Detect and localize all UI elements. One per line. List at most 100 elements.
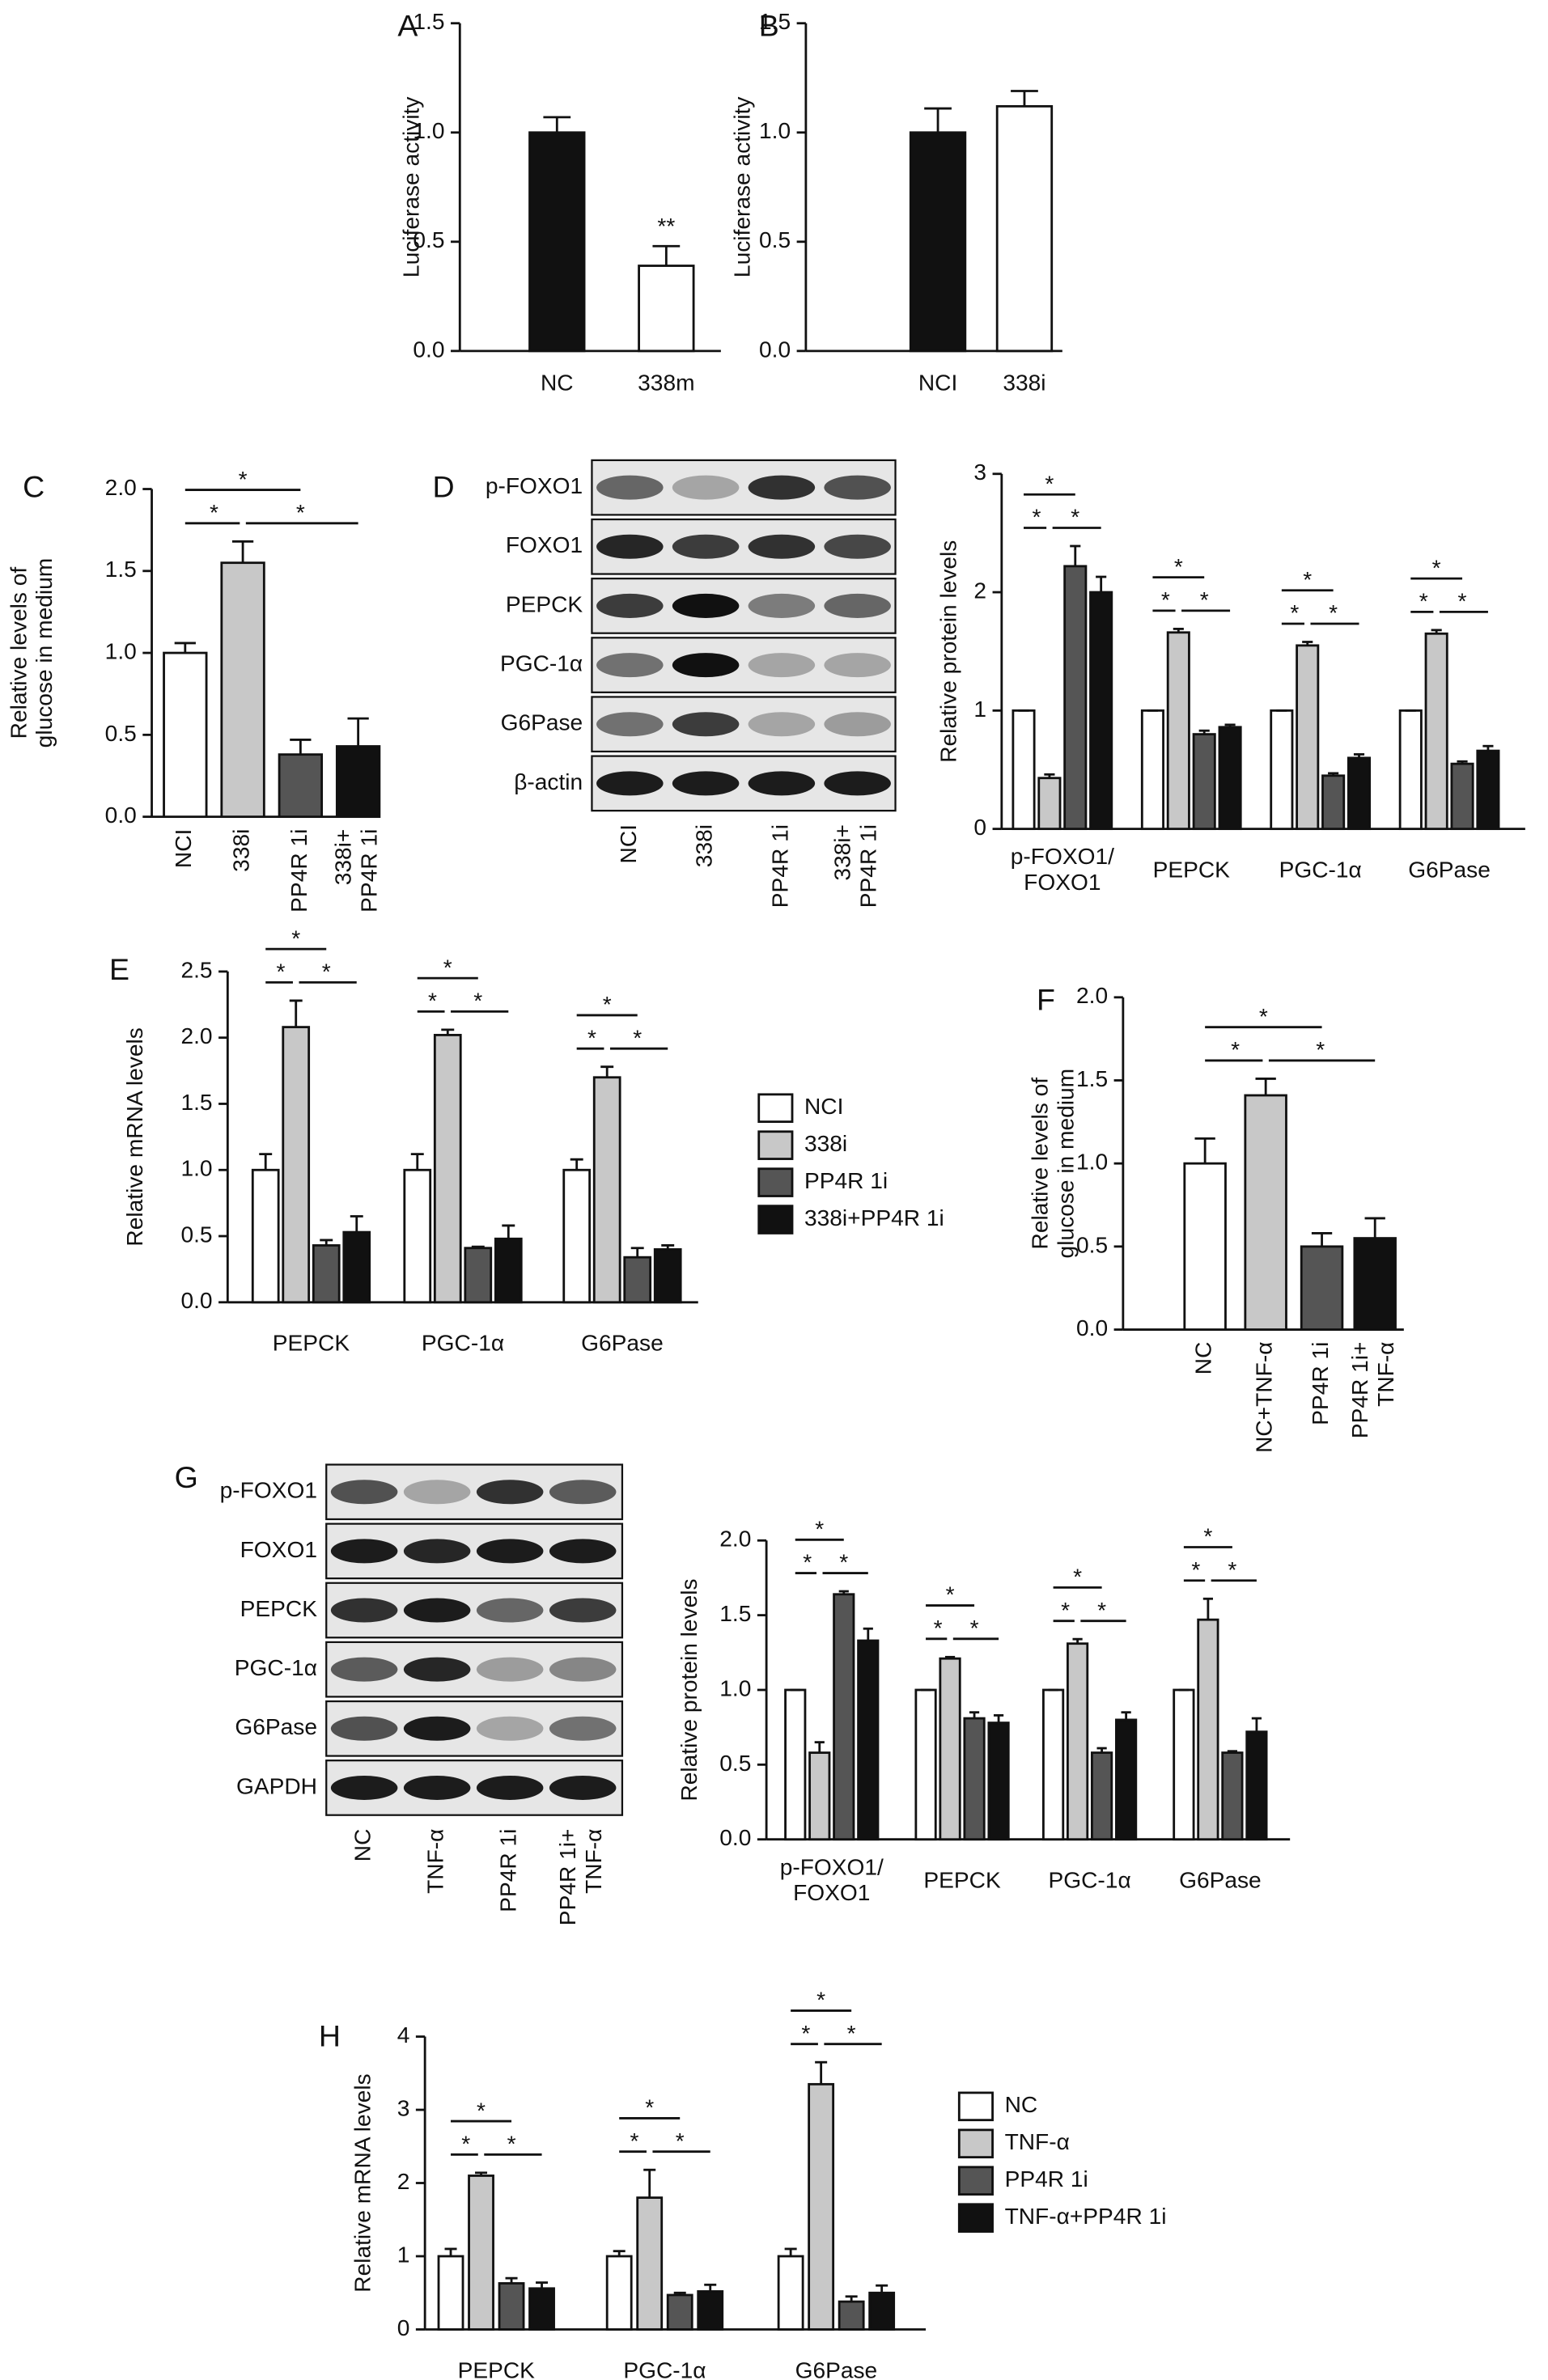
bar xyxy=(1089,591,1113,831)
bar xyxy=(163,651,208,819)
bar xyxy=(433,1034,462,1304)
blot-band xyxy=(596,475,664,500)
x-tick-label: 338m xyxy=(638,371,694,396)
blot-row-label: G6Pase xyxy=(235,1714,317,1739)
significance-star: * xyxy=(477,2098,486,2123)
x-tick-label: PGC-1α xyxy=(623,2357,706,2380)
legend-label: NCI xyxy=(804,1094,843,1119)
bar xyxy=(592,1076,621,1304)
y-tick-label: 0.5 xyxy=(413,227,444,252)
significance-star: * xyxy=(587,1025,596,1050)
y-tick-label: 3 xyxy=(973,459,986,485)
y-axis-label: Relative protein levels xyxy=(935,540,961,763)
significance-star: * xyxy=(1259,1004,1268,1029)
blot-band xyxy=(824,771,891,796)
blot-band xyxy=(549,1716,617,1741)
blot-band xyxy=(824,534,891,559)
bar xyxy=(1424,632,1448,831)
x-tick-label: NCI xyxy=(171,829,196,868)
blot-band xyxy=(330,1539,398,1564)
bar xyxy=(1218,726,1242,831)
blot-band xyxy=(748,534,816,559)
blot-band xyxy=(824,712,891,737)
bar xyxy=(282,1026,311,1304)
bar xyxy=(939,1657,961,1841)
blot-band xyxy=(596,534,664,559)
blot-band xyxy=(824,653,891,678)
bar xyxy=(995,104,1054,353)
x-tick-label: p-FOXO1/FOXO1 xyxy=(1011,845,1114,896)
significance-star: * xyxy=(676,2128,685,2153)
significance-star: * xyxy=(276,959,285,985)
y-tick-label: 0.0 xyxy=(413,337,444,362)
y-tick-label: 1.5 xyxy=(180,1090,212,1115)
bar xyxy=(1192,733,1216,831)
bar xyxy=(1140,709,1164,831)
panel-letter: D xyxy=(433,469,455,503)
blot-band xyxy=(672,771,740,796)
panel-letter: H xyxy=(319,2018,341,2052)
legend-swatch xyxy=(757,1205,794,1234)
significance-star: * xyxy=(210,500,218,525)
legend-label: 338i+PP4R 1i xyxy=(804,1205,944,1230)
blot-band xyxy=(403,1598,471,1623)
significance-star: * xyxy=(239,467,248,492)
blot-band xyxy=(748,771,816,796)
bar xyxy=(1063,565,1088,831)
x-tick-label: NC xyxy=(541,371,574,396)
blot-band xyxy=(596,593,664,618)
blot-band xyxy=(330,1716,398,1741)
bar xyxy=(1270,709,1294,831)
significance-star: * xyxy=(1203,1524,1212,1549)
x-tick-label: PEPCK xyxy=(923,1868,1001,1893)
significance-star: * xyxy=(1303,567,1312,592)
legend-swatch xyxy=(957,2091,994,2122)
bar xyxy=(987,1721,1010,1841)
blot-band xyxy=(596,712,664,737)
panel-letter: G xyxy=(175,1460,198,1494)
y-tick-label: 1.0 xyxy=(180,1156,212,1181)
x-tick-label: PP4R 1i+TNF-α xyxy=(1348,1342,1399,1439)
bar xyxy=(636,2196,664,2331)
significance-star: * xyxy=(1458,589,1467,614)
bar xyxy=(777,2255,804,2331)
y-tick-label: 0.5 xyxy=(180,1222,212,1247)
blot-row-label: PGC-1α xyxy=(500,651,583,676)
blot-lane-label: NCI xyxy=(616,824,641,863)
bar xyxy=(528,131,586,353)
y-tick-label: 2.5 xyxy=(180,957,212,982)
y-tick-label: 4 xyxy=(397,2022,410,2048)
bar xyxy=(1353,1237,1397,1331)
x-tick-label: G6Pase xyxy=(1179,1868,1262,1893)
significance-star: * xyxy=(934,1616,943,1641)
bar xyxy=(1012,709,1036,831)
y-tick-label: 2 xyxy=(397,2169,410,2194)
x-tick-label: 338i xyxy=(229,829,254,872)
bar xyxy=(963,1717,986,1841)
blot-band xyxy=(748,712,816,737)
blot-row-label: GAPDH xyxy=(236,1773,317,1798)
bar xyxy=(784,1688,807,1841)
blot-band xyxy=(748,593,816,618)
blot-band xyxy=(672,534,740,559)
blot-lane-label: TNF-α xyxy=(423,1829,448,1894)
bar xyxy=(1067,1642,1089,1841)
blot-band xyxy=(476,1657,544,1682)
y-tick-label: 1.0 xyxy=(105,639,137,664)
blot-band xyxy=(403,1539,471,1564)
significance-star: * xyxy=(443,955,452,980)
bar xyxy=(909,131,967,353)
significance-star: * xyxy=(1231,1037,1240,1062)
significance-star: * xyxy=(801,2021,810,2046)
bar xyxy=(623,1256,652,1304)
significance-star: * xyxy=(1161,587,1170,612)
bar xyxy=(653,1247,682,1304)
blot-row-label: p-FOXO1 xyxy=(220,1478,317,1503)
bar xyxy=(1166,631,1190,831)
bar xyxy=(1037,777,1062,831)
bar xyxy=(220,561,265,819)
bar xyxy=(1173,1688,1195,1841)
bar xyxy=(278,753,324,819)
bar xyxy=(1245,1730,1268,1841)
bar xyxy=(342,1230,371,1304)
